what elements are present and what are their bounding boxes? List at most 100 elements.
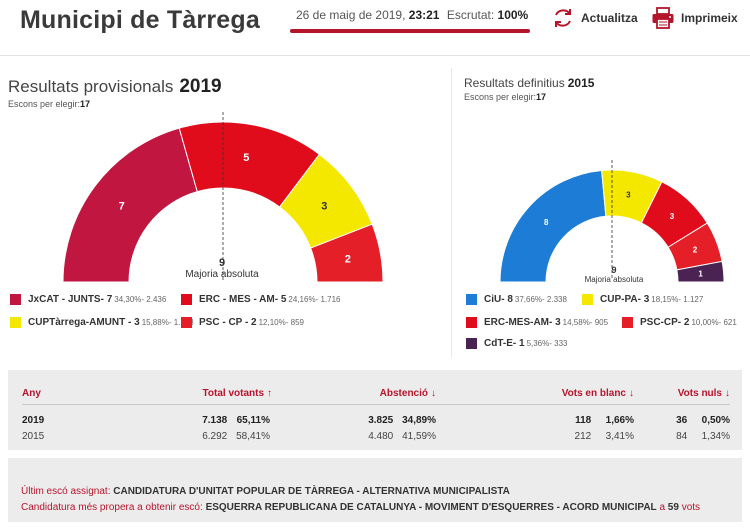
col-header-total-voters-label: Total votants <box>202 388 264 399</box>
sort-down-icon: ↓ <box>725 388 730 399</box>
definitive-seats-chart: 8 3 3 2 1 <box>499 160 725 283</box>
col-header-null-votes-label: Vots nuls <box>677 388 722 399</box>
legend-party-name: CUP-PA- 3 <box>600 294 650 305</box>
seat-count-label: 2 <box>345 254 351 266</box>
closest-party-line: Candidatura més propera a obtenir escó: … <box>21 500 742 516</box>
null-votes-percent: 1,34% <box>701 431 730 442</box>
election-time: 23:21 <box>408 8 440 22</box>
table-cell-year: 2019 <box>22 415 45 426</box>
col-header-blank-votes-label: Vots en blanc <box>561 388 626 399</box>
provisional-majority: 9 Majoria absoluta <box>172 257 272 280</box>
definitive-year: 2015 <box>567 76 595 90</box>
legend-party-votes: 34,30%- 2.436 <box>114 295 167 304</box>
legend-party-name: JxCAT - JUNTS- 7 <box>28 294 113 305</box>
legend-swatch <box>622 317 633 328</box>
provisional-seats-value: 17 <box>80 99 91 109</box>
table-row: 7.138 65,11% <box>202 415 270 426</box>
provisional-year: 2019 <box>179 76 222 97</box>
seat-count-label: 3 <box>626 190 631 199</box>
page-header: Municipi de Tàrrega 26 de maig de 2019, … <box>0 0 750 56</box>
col-header-blank-votes[interactable]: Vots en blanc ↓ <box>562 388 634 399</box>
seat-slice-cdt-e[interactable] <box>676 260 725 283</box>
closest-party-a: a <box>659 502 665 513</box>
legend-party-name: ERC-MES-AM- 3 <box>484 317 561 328</box>
legend-swatch <box>181 294 192 305</box>
table-cell-year: 2015 <box>22 431 45 442</box>
closest-party-votes-label: vots <box>681 502 701 513</box>
provisional-majority-label: Majoria absoluta <box>185 269 259 280</box>
definitive-seats-value: 17 <box>536 92 547 102</box>
abstention-count: 3.825 <box>368 415 394 426</box>
sort-down-icon: ↓ <box>629 388 634 399</box>
table-row: 4.480 41,59% <box>368 431 436 442</box>
col-header-null-votes[interactable]: Vots nuls ↓ <box>678 388 730 399</box>
last-seat-party: CANDIDATURA D'UNITAT POPULAR DE TÀRREGA … <box>113 486 510 497</box>
table-header-divider <box>22 404 730 405</box>
legend-swatch <box>10 317 21 328</box>
municipality-title: Municipi de Tàrrega <box>20 6 260 34</box>
legend-party-name: ERC - MES - AM- 5 <box>199 294 287 305</box>
col-header-total-voters[interactable]: Total votants ↑ <box>203 388 272 399</box>
seat-count-label: 8 <box>544 218 549 227</box>
total-voters-count: 7.138 <box>202 415 228 426</box>
provisional-seats-label: Escons per elegir: <box>8 99 81 109</box>
scrutiny-value: 100% <box>497 8 529 22</box>
definitive-legend-item: CiU- 8 37,66%- 2.338 <box>466 294 567 305</box>
table-row: 6.292 58,41% <box>202 431 270 442</box>
table-row: 3.825 34,89% <box>368 415 436 426</box>
legend-party-name: CUPTàrrega-AMUNT - 3 <box>28 317 140 328</box>
last-seat-label: Últim escó assignat: <box>21 486 111 497</box>
abstention-percent: 41,59% <box>402 431 436 442</box>
legend-swatch <box>466 317 477 328</box>
blank-votes-percent: 3,41% <box>605 431 634 442</box>
seat-count-label: 3 <box>321 200 327 212</box>
seat-count-label: 1 <box>698 270 703 279</box>
legend-party-votes: 5,36%- 333 <box>526 339 568 348</box>
definitive-majority: 9 Majoria absoluta <box>574 265 654 284</box>
definitive-legend-item: CdT-E- 1 5,36%- 333 <box>466 338 567 349</box>
election-date: 26 de maig de 2019, <box>296 8 406 22</box>
sort-up-icon: ↑ <box>267 388 272 399</box>
total-voters-percent: 58,41% <box>236 431 270 442</box>
closest-party-votes: 59 <box>667 502 679 513</box>
refresh-button[interactable]: Actualitza <box>551 6 638 30</box>
legend-party-name: PSC-CP- 2 <box>640 317 690 328</box>
definitive-title: Resultats definitius 2015 <box>464 76 594 90</box>
definitive-seats-label: Escons per elegir: <box>464 92 537 102</box>
legend-party-votes: 12,10%- 859 <box>258 318 304 327</box>
refresh-icon <box>551 6 575 30</box>
participation-table: Any Total votants ↑ Abstenció ↓ Vots en bl… <box>8 370 742 450</box>
provisional-legend-item: CUPTàrrega-AMUNT - 3 15,88%- 1.128 <box>10 317 194 328</box>
seat-count-label: 2 <box>693 246 698 255</box>
legend-party-votes: 15,88%- 1.128 <box>141 318 194 327</box>
printer-icon <box>651 7 675 29</box>
blank-votes-percent: 1,66% <box>605 415 634 426</box>
definitive-legend-item: ERC-MES-AM- 3 14,58%- 905 <box>466 317 608 328</box>
table-row: 212 3,41% <box>575 431 634 442</box>
total-voters-count: 6.292 <box>202 431 228 442</box>
last-seat-line: Últim escó assignat: CANDIDATURA D'UNITA… <box>21 484 742 500</box>
print-button[interactable]: Imprimeix <box>651 6 738 30</box>
legend-party-votes: 14,58%- 905 <box>562 318 609 327</box>
table-row: 36 0,50% <box>676 415 730 426</box>
legend-swatch <box>181 317 192 328</box>
legend-party-votes: 10,00%- 621 <box>691 318 737 327</box>
provisional-legend-item: ERC - MES - AM- 5 24,16%- 1.716 <box>181 294 340 305</box>
provisional-seats-chart: 7 5 3 2 <box>62 112 384 283</box>
null-votes-count: 84 <box>676 431 688 442</box>
legend-party-name: CiU- 8 <box>484 294 513 305</box>
col-header-abstention[interactable]: Abstenció ↓ <box>380 388 436 399</box>
seat-count-label: 5 <box>243 152 249 164</box>
scrutiny-label: Escrutat: <box>446 8 495 22</box>
seat-allocation-info: Últim escó assignat: CANDIDATURA D'UNITA… <box>8 458 742 522</box>
legend-party-name: PSC - CP - 2 <box>199 317 257 328</box>
definitive-title-text: Resultats definitius <box>464 76 565 90</box>
null-votes-percent: 0,50% <box>701 415 730 426</box>
abstention-percent: 34,89% <box>402 415 436 426</box>
definitive-seats-info: Escons per elegir:17 <box>464 92 546 102</box>
col-header-year[interactable]: Any <box>22 388 41 399</box>
provisional-legend-item: PSC - CP - 2 12,10%- 859 <box>181 317 304 328</box>
definitive-majority-label: Majoria absoluta <box>584 275 644 284</box>
definitive-majority-number: 9 <box>611 265 617 275</box>
seat-slice-psc-cp[interactable] <box>310 223 384 283</box>
